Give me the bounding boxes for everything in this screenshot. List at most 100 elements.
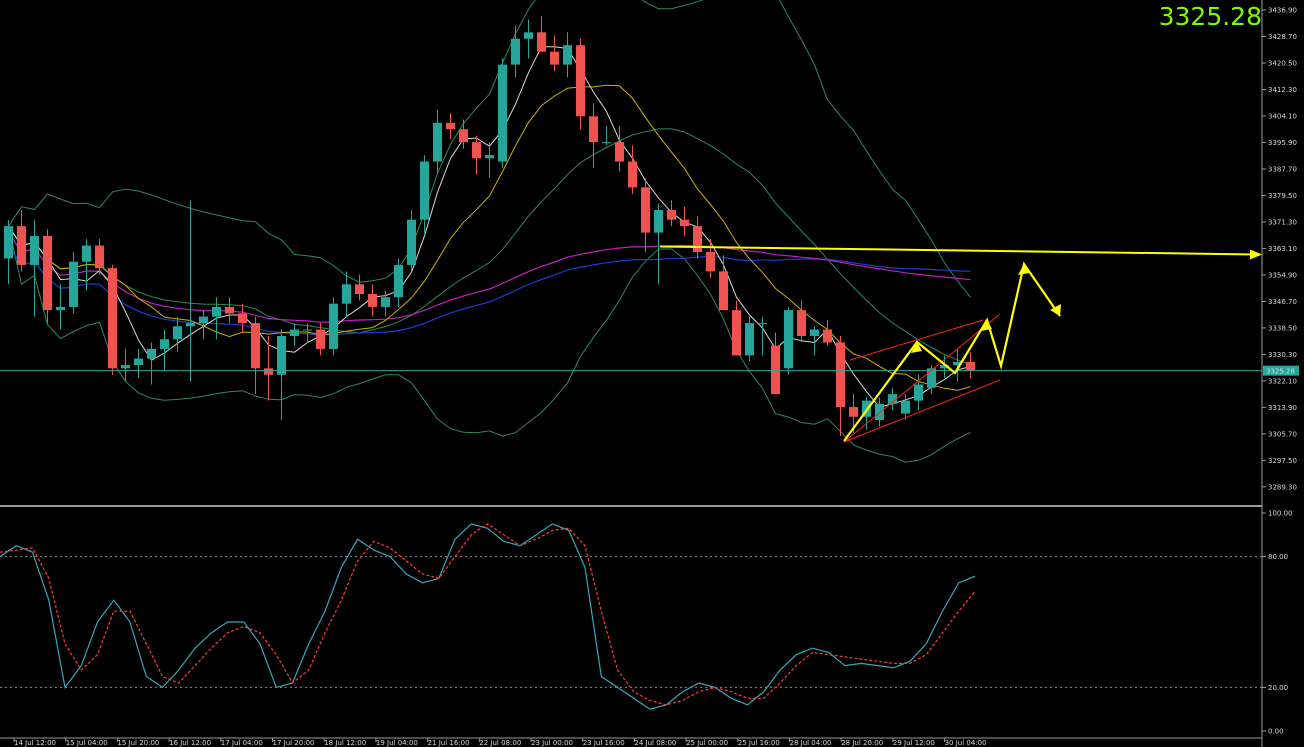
y-tick-label: 3346.70 bbox=[1268, 298, 1297, 306]
y-tick-label: 3354.90 bbox=[1268, 271, 1297, 279]
oscillator-signal-line bbox=[0, 523, 976, 706]
candle-body bbox=[172, 326, 183, 340]
candle-body bbox=[393, 264, 404, 298]
candle-body bbox=[965, 361, 976, 371]
candle-body bbox=[718, 271, 729, 311]
x-tick-label: 28 Jul 04:00 bbox=[790, 739, 832, 747]
candle-body bbox=[614, 142, 625, 162]
candle-body bbox=[562, 45, 573, 65]
candle-body bbox=[107, 268, 118, 369]
bollinger-middle-line bbox=[8, 128, 971, 366]
y-tick-label: 3371.30 bbox=[1268, 218, 1297, 226]
candle-body bbox=[705, 252, 716, 272]
x-tick-label: 30 Jul 04:00 bbox=[945, 739, 987, 747]
candle-body bbox=[42, 235, 53, 311]
candle-body bbox=[666, 210, 677, 220]
ma-mid-line bbox=[8, 84, 971, 391]
y-tick-label: 3305.70 bbox=[1268, 430, 1297, 438]
candle-body bbox=[133, 358, 144, 366]
candle-body bbox=[237, 313, 248, 324]
candle-body bbox=[16, 226, 27, 265]
candle-body bbox=[575, 45, 586, 117]
price-tag-label: 3325.28 bbox=[1266, 368, 1295, 376]
channel-base-line bbox=[843, 379, 1001, 443]
osc-y-tick-label: 100.00 bbox=[1268, 510, 1293, 518]
candle-body bbox=[354, 284, 365, 294]
y-tick-label: 3330.30 bbox=[1268, 351, 1297, 359]
candle-body bbox=[835, 342, 846, 408]
candle-body bbox=[900, 400, 911, 414]
osc-y-tick-label: 80.00 bbox=[1268, 553, 1288, 561]
candle-body bbox=[640, 187, 651, 233]
candle-body bbox=[926, 368, 937, 388]
ma-long-line bbox=[8, 232, 971, 323]
candle-body bbox=[198, 316, 209, 324]
candle-body bbox=[224, 306, 235, 314]
x-tick-label: 22 Jul 08:00 bbox=[479, 739, 521, 747]
candle-body bbox=[250, 323, 261, 369]
candle-body bbox=[432, 122, 443, 162]
candle-body bbox=[3, 226, 14, 259]
candle-body bbox=[653, 210, 664, 233]
candle-body bbox=[497, 64, 508, 162]
x-tick-label: 14 Jul 12:00 bbox=[14, 739, 56, 747]
candle-body bbox=[523, 32, 534, 39]
candle-body bbox=[367, 294, 378, 307]
candle-body bbox=[822, 329, 833, 343]
oscillator-main-line bbox=[0, 523, 976, 710]
y-tick-label: 3297.50 bbox=[1268, 457, 1297, 465]
candle-body bbox=[263, 368, 274, 375]
candle-body bbox=[419, 161, 430, 220]
osc-y-tick-label: 0.00 bbox=[1268, 728, 1284, 736]
candle-body bbox=[588, 116, 599, 143]
candle-body bbox=[809, 329, 820, 336]
candle-body bbox=[679, 219, 690, 227]
candle-body bbox=[770, 345, 781, 395]
candle-body bbox=[328, 303, 339, 349]
candle-body bbox=[380, 297, 391, 307]
candle-body bbox=[471, 142, 482, 159]
candle-body bbox=[341, 284, 352, 304]
candle-body bbox=[692, 226, 703, 252]
projection-arrow-head bbox=[911, 342, 922, 353]
bollinger-lower-line bbox=[8, 226, 971, 463]
x-tick-label: 19 Jul 04:00 bbox=[376, 739, 418, 747]
candle-body bbox=[458, 129, 469, 143]
resistance-line bbox=[659, 245, 1257, 256]
resistance-arrow-head bbox=[1250, 249, 1262, 260]
x-tick-label: 25 Jul 16:00 bbox=[738, 739, 780, 747]
price-panel bbox=[0, 0, 1262, 463]
candle-body bbox=[549, 51, 560, 65]
x-tick-label: 17 Jul 20:00 bbox=[273, 739, 315, 747]
candle-body bbox=[289, 329, 300, 336]
candle-body bbox=[159, 339, 170, 349]
x-tick-label: 15 Jul 20:00 bbox=[117, 739, 159, 747]
projection-arrow-head bbox=[981, 320, 992, 331]
candle-body bbox=[744, 323, 755, 356]
x-tick-label: 18 Jul 12:00 bbox=[324, 739, 366, 747]
candle-body bbox=[68, 261, 79, 307]
y-tick-label: 3313.90 bbox=[1268, 404, 1297, 412]
y-tick-label: 3412.30 bbox=[1268, 86, 1297, 94]
y-tick-label: 3395.90 bbox=[1268, 139, 1297, 147]
x-tick-label: 24 Jul 08:00 bbox=[634, 739, 676, 747]
candle-body bbox=[627, 161, 638, 188]
x-tick-label: 17 Jul 04:00 bbox=[221, 739, 263, 747]
x-tick-label: 16 Jul 12:00 bbox=[169, 739, 211, 747]
candle-body bbox=[731, 310, 742, 356]
y-tick-label: 3420.50 bbox=[1268, 60, 1297, 68]
y-tick-label: 3338.50 bbox=[1268, 324, 1297, 332]
candle-body bbox=[406, 219, 417, 265]
y-tick-label: 3436.90 bbox=[1268, 7, 1297, 15]
candle-body bbox=[783, 310, 794, 369]
y-tick-label: 3322.10 bbox=[1268, 377, 1297, 385]
candle-body bbox=[484, 155, 495, 159]
ma-slow-line bbox=[8, 245, 971, 336]
candle-body bbox=[276, 336, 287, 375]
x-tick-label: 25 Jul 00:00 bbox=[686, 739, 728, 747]
x-tick-label: 28 Jul 20:00 bbox=[841, 739, 883, 747]
candle-body bbox=[185, 323, 196, 327]
candle-body bbox=[536, 32, 547, 52]
